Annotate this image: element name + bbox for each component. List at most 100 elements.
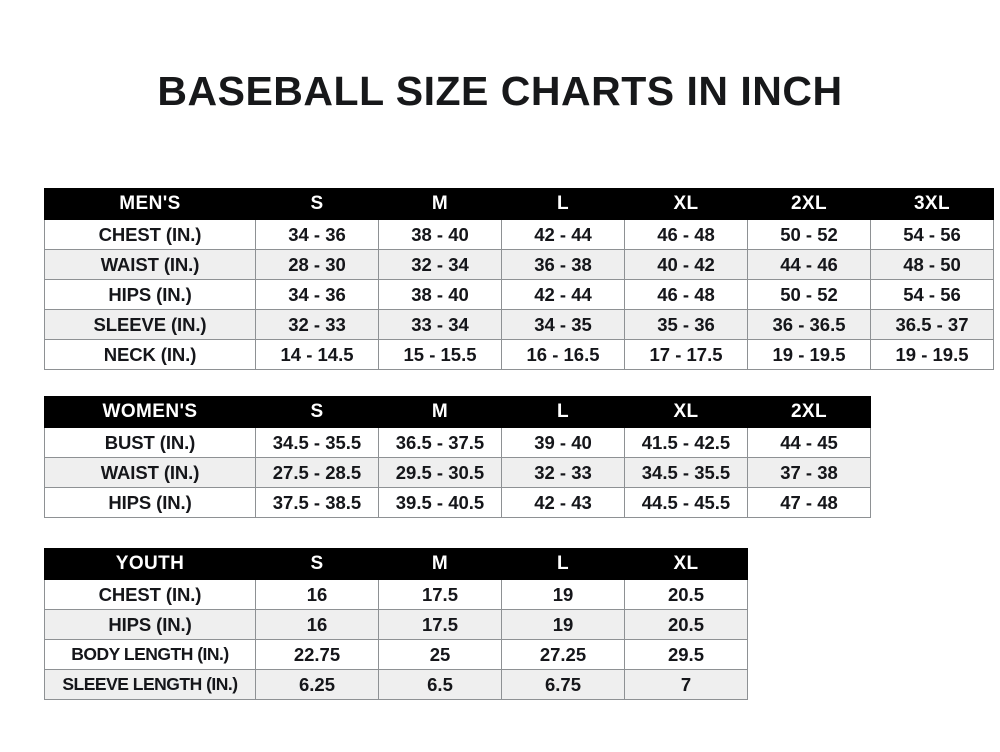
table-title-header: YOUTH: [44, 548, 256, 580]
table-row: HIPS (IN.) 16 17.5 19 20.5: [44, 609, 748, 640]
measurement-cell: 17 - 17.5: [624, 339, 748, 370]
measurement-cell: 46 - 48: [624, 279, 748, 310]
table-row: SLEEVE (IN.) 32 - 33 33 - 34 34 - 35 35 - 36…: [44, 309, 994, 340]
measurement-cell: 19 - 19.5: [747, 339, 871, 370]
table-row: WAIST (IN.) 27.5 - 28.5 29.5 - 30.5 32 - 33…: [44, 457, 871, 488]
measurement-cell: 29.5 - 30.5: [378, 457, 502, 488]
measurement-cell: 54 - 56: [870, 279, 994, 310]
column-header: XL: [624, 396, 748, 428]
page-title: BASEBALL SIZE CHARTS IN INCH: [157, 68, 843, 114]
measurement-cell: 35 - 36: [624, 309, 748, 340]
measurement-cell: 50 - 52: [747, 219, 871, 250]
measurement-cell: 27.25: [501, 639, 625, 670]
measurement-cell: 7: [624, 669, 748, 700]
measurement-cell: 44.5 - 45.5: [624, 487, 748, 518]
column-header: M: [378, 548, 502, 580]
column-header: XL: [624, 548, 748, 580]
measurement-cell: 6.75: [501, 669, 625, 700]
measurement-cell: 34.5 - 35.5: [624, 457, 748, 488]
table-header-row: YOUTH S M L XL: [44, 548, 748, 580]
table-title-header: WOMEN'S: [44, 396, 256, 428]
measurement-cell: 16 - 16.5: [501, 339, 625, 370]
column-header: M: [378, 188, 502, 220]
row-label: WAIST (IN.): [44, 249, 256, 280]
measurement-cell: 15 - 15.5: [378, 339, 502, 370]
measurement-cell: 36 - 36.5: [747, 309, 871, 340]
measurement-cell: 29.5: [624, 639, 748, 670]
column-header: L: [501, 188, 625, 220]
measurement-cell: 32 - 34: [378, 249, 502, 280]
row-label: BUST (IN.): [44, 427, 256, 458]
column-header: S: [255, 548, 379, 580]
measurement-cell: 34.5 - 35.5: [255, 427, 379, 458]
measurement-cell: 28 - 30: [255, 249, 379, 280]
measurement-cell: 54 - 56: [870, 219, 994, 250]
measurement-cell: 39.5 - 40.5: [378, 487, 502, 518]
column-header: 2XL: [747, 396, 871, 428]
mens-size-table: MEN'S S M L XL 2XL 3XL CHEST (IN.) 34 - 36 38 - 4…: [44, 188, 994, 370]
measurement-cell: 39 - 40: [501, 427, 625, 458]
table-row: CHEST (IN.) 34 - 36 38 - 40 42 - 44 46 - 48 5…: [44, 219, 994, 250]
measurement-cell: 17.5: [378, 609, 502, 640]
measurement-cell: 6.5: [378, 669, 502, 700]
column-header: 3XL: [870, 188, 994, 220]
column-header: L: [501, 396, 625, 428]
youth-size-table: YOUTH S M L XL CHEST (IN.) 16 17.5 19 20.5 HIPS (I…: [44, 548, 748, 700]
measurement-cell: 19: [501, 609, 625, 640]
measurement-cell: 38 - 40: [378, 279, 502, 310]
measurement-cell: 44 - 45: [747, 427, 871, 458]
row-label: HIPS (IN.): [44, 279, 256, 310]
measurement-cell: 42 - 44: [501, 219, 625, 250]
measurement-cell: 22.75: [255, 639, 379, 670]
row-label: SLEEVE (IN.): [44, 309, 256, 340]
measurement-cell: 14 - 14.5: [255, 339, 379, 370]
measurement-cell: 42 - 44: [501, 279, 625, 310]
measurement-cell: 36.5 - 37: [870, 309, 994, 340]
column-header: XL: [624, 188, 748, 220]
measurement-cell: 36 - 38: [501, 249, 625, 280]
measurement-cell: 37.5 - 38.5: [255, 487, 379, 518]
measurement-cell: 16: [255, 609, 379, 640]
table-row: BUST (IN.) 34.5 - 35.5 36.5 - 37.5 39 - 40 4…: [44, 427, 871, 458]
measurement-cell: 17.5: [378, 579, 502, 610]
measurement-cell: 47 - 48: [747, 487, 871, 518]
row-label: BODY LENGTH (IN.): [44, 639, 256, 670]
measurement-cell: 20.5: [624, 579, 748, 610]
table-row: NECK (IN.) 14 - 14.5 15 - 15.5 16 - 16.5 17 …: [44, 339, 994, 370]
table-row: SLEEVE LENGTH (IN.) 6.25 6.5 6.75 7: [44, 669, 748, 700]
column-header: M: [378, 396, 502, 428]
table-row: BODY LENGTH (IN.) 22.75 25 27.25 29.5: [44, 639, 748, 670]
measurement-cell: 25: [378, 639, 502, 670]
measurement-cell: 40 - 42: [624, 249, 748, 280]
measurement-cell: 32 - 33: [255, 309, 379, 340]
table-row: CHEST (IN.) 16 17.5 19 20.5: [44, 579, 748, 610]
table-row: HIPS (IN.) 34 - 36 38 - 40 42 - 44 46 - 48 50…: [44, 279, 994, 310]
measurement-cell: 20.5: [624, 609, 748, 640]
column-header: 2XL: [747, 188, 871, 220]
measurement-cell: 6.25: [255, 669, 379, 700]
measurement-cell: 34 - 36: [255, 279, 379, 310]
row-label: WAIST (IN.): [44, 457, 256, 488]
measurement-cell: 50 - 52: [747, 279, 871, 310]
table-row: WAIST (IN.) 28 - 30 32 - 34 36 - 38 40 - 42 4…: [44, 249, 994, 280]
measurement-cell: 34 - 36: [255, 219, 379, 250]
table-row: HIPS (IN.) 37.5 - 38.5 39.5 - 40.5 42 - 43 4…: [44, 487, 871, 518]
measurement-cell: 46 - 48: [624, 219, 748, 250]
measurement-cell: 16: [255, 579, 379, 610]
measurement-cell: 42 - 43: [501, 487, 625, 518]
measurement-cell: 37 - 38: [747, 457, 871, 488]
measurement-cell: 44 - 46: [747, 249, 871, 280]
measurement-cell: 27.5 - 28.5: [255, 457, 379, 488]
table-title-header: MEN'S: [44, 188, 256, 220]
measurement-cell: 48 - 50: [870, 249, 994, 280]
measurement-cell: 19: [501, 579, 625, 610]
column-header: L: [501, 548, 625, 580]
table-header-row: WOMEN'S S M L XL 2XL: [44, 396, 871, 428]
row-label: NECK (IN.): [44, 339, 256, 370]
column-header: S: [255, 396, 379, 428]
measurement-cell: 34 - 35: [501, 309, 625, 340]
row-label: SLEEVE LENGTH (IN.): [44, 669, 256, 700]
row-label: HIPS (IN.): [44, 609, 256, 640]
measurement-cell: 38 - 40: [378, 219, 502, 250]
